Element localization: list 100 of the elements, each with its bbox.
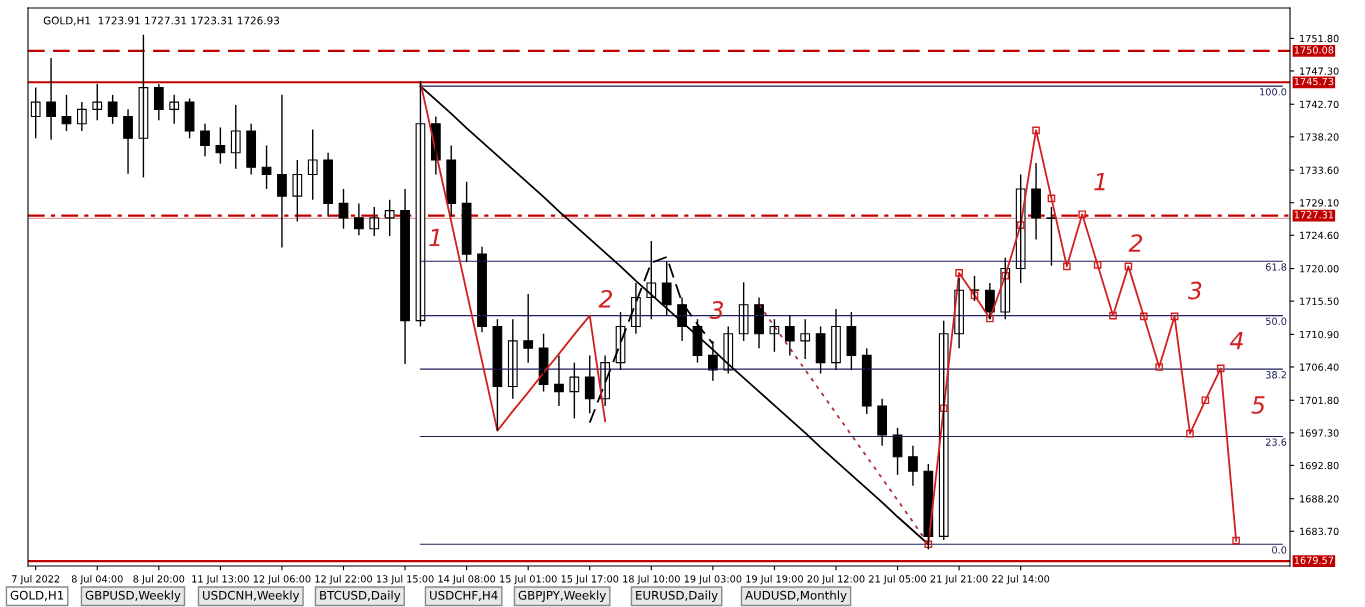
candlestick [384,199,395,237]
y-tick-label: 1706.40 [1300,363,1339,371]
point [1093,261,1102,269]
x-tick-label: 8 Jul 04:00 [71,575,123,585]
candlestick [461,181,472,263]
series-label: 100.0 [1260,88,1287,96]
x-tick-label: 19 Jul 19:00 [746,575,803,585]
annotation: 3 [1187,281,1202,300]
candlestick [92,83,103,121]
annotation: 2 [598,289,613,308]
candlestick [584,354,595,414]
x-tick-label: 19 Jul 03:00 [684,575,742,585]
candlestick [523,293,534,364]
series-label: 61.8 [1265,263,1287,271]
point [955,269,963,277]
annotation: 4 [1229,332,1243,350]
x-tick-label: 22 Jul 14:00 [992,575,1050,585]
candlestick [938,319,949,541]
y-tick-label: 1715.50 [1300,297,1339,305]
candlestick [230,104,241,170]
text: AUDUSD,Monthly [745,590,847,602]
annotation: 1 [429,228,440,247]
x-tick-label: 7 Jul 2022 [12,575,60,585]
ref-line-label: 1750.08 [1294,46,1334,54]
ref-line-label: 1679.57 [1294,556,1334,564]
x-tick-label: 15 Jul 01:00 [500,575,557,585]
x-tick-label: 12 Jul 22:00 [315,575,372,585]
x-tick-label: 13 Jul 15:00 [376,575,434,585]
candlestick [569,361,580,420]
x-tick-label: 21 Jul 05:00 [869,575,927,585]
text: GBPUSD,Weekly [85,590,181,602]
candlestick [815,325,826,375]
candlestick [846,311,857,371]
candlestick [184,97,195,139]
y-tick-label: 1710.90 [1300,330,1339,339]
candlestick [138,34,149,179]
y-tick-label: 1729.10 [1300,199,1339,207]
point [1001,271,1010,280]
series-label: 50.0 [1266,317,1287,325]
point [1216,364,1225,373]
y-tick-label: 1692.80 [1300,461,1339,470]
x-tick-label: 8 Jul 20:00 [133,575,185,585]
point [1139,312,1148,321]
x-tick-label: 15 Jul 17:00 [561,575,619,585]
text: GOLD,H1 1723.91 1727.31 1723.31 1726.93 [43,16,280,26]
y-tick-label: 1733.60 [1300,166,1339,174]
candlestick [107,94,118,125]
text: USDCHF,H4 [430,590,498,601]
series-label: 38.2 [1266,371,1286,379]
ref-line-label: 1745.73 [1294,77,1334,86]
candlestick [215,126,226,165]
annotation: 1 [1094,173,1105,191]
x-tick-label: 21 Jul 21:00 [930,575,988,585]
y-tick-label: 1742.70 [1300,100,1339,109]
point [1155,363,1164,371]
candlestick [30,86,41,139]
x-tick-label: 12 Jul 06:00 [253,575,311,585]
point [970,291,979,300]
text: USDCNH,Weekly [203,590,300,602]
candlestick [892,427,903,476]
x-tick-label: 11 Jul 13:00 [192,575,249,585]
text: GOLD,H1 [10,590,64,601]
point [939,404,948,413]
candlestick [261,144,272,190]
text: EURUSD,Daily [636,590,718,602]
point [1063,262,1071,271]
annotation: 3 [709,301,724,319]
point [1170,312,1179,321]
y-tick-label: 1688.20 [1300,495,1339,503]
candlestick [1046,206,1057,267]
point [1078,210,1087,219]
point [924,540,933,549]
point [986,314,994,323]
point [1016,221,1025,229]
text: BTCUSD,Daily [320,590,401,602]
candlestick [307,128,318,201]
candlestick [169,94,180,125]
point [1232,536,1240,545]
point [1201,396,1210,405]
y-tick-label: 1747.30 [1300,67,1339,75]
candlestick [861,347,872,415]
point [1032,126,1040,135]
candlestick [446,144,457,218]
ref-line-label: 1727.31 [1294,211,1334,219]
candlestick [969,275,980,302]
candlestick [292,159,303,223]
candlestick [738,281,749,342]
y-tick-label: 1751.80 [1300,34,1339,43]
y-tick-label: 1724.60 [1300,231,1339,240]
x-tick-label: 18 Jul 10:00 [623,575,680,585]
point [1124,262,1133,271]
candlestick [661,260,672,317]
text: GBPJPY,Weekly [518,590,606,602]
y-tick-label: 1720.00 [1300,265,1339,273]
y-tick-label: 1701.80 [1300,396,1339,405]
y-tick-label: 1697.30 [1300,429,1339,437]
annotation: 5 [1251,396,1265,414]
y-tick-label: 1683.70 [1300,527,1339,536]
point [1047,194,1056,203]
series-label: 0.0 [1272,546,1287,554]
